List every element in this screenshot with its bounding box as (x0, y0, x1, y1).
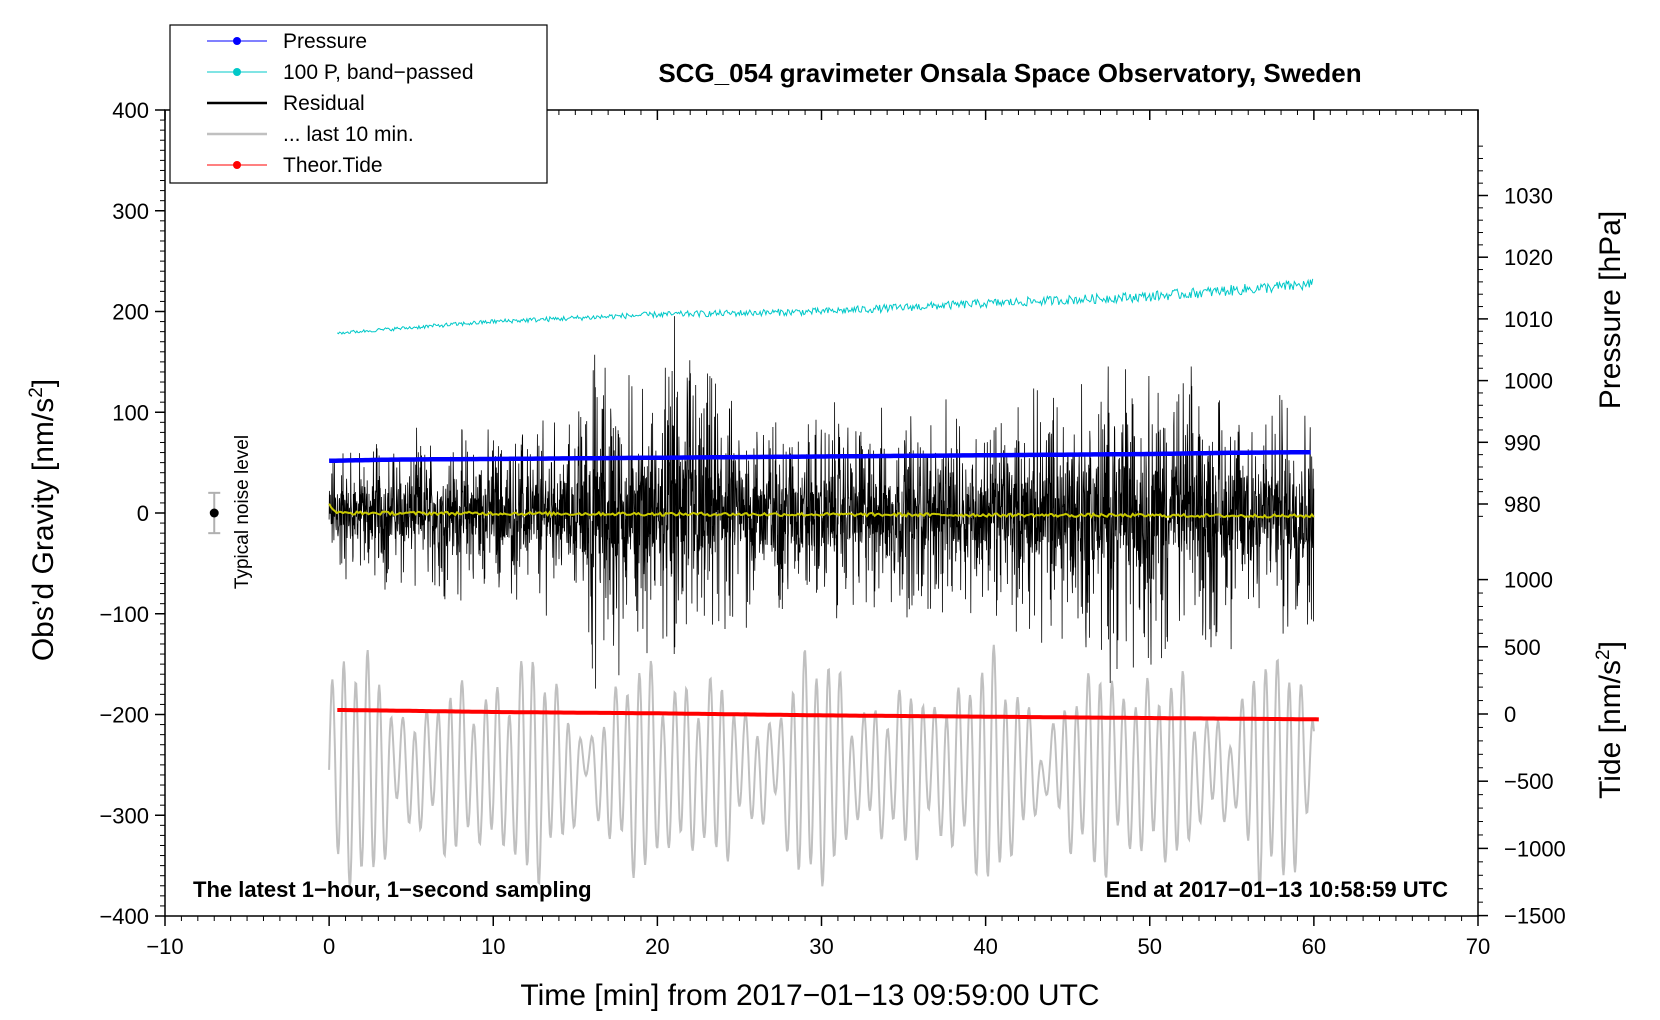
y-tick-label: 100 (112, 400, 149, 425)
x-tick-label: −10 (146, 934, 183, 959)
tide-tick-label: 0 (1504, 702, 1516, 727)
tide-axis-title-text: Tide [nm/s (1594, 660, 1627, 799)
tide-axis-title-close: ] (1594, 641, 1627, 649)
y-tick-label: 300 (112, 199, 149, 224)
x-tick-label: 0 (323, 934, 335, 959)
legend-label: Pressure (283, 30, 367, 53)
y-tick-label: −400 (99, 904, 149, 929)
tide-tick-label: 500 (1504, 635, 1541, 660)
series-pressure-bandpassed (337, 278, 1314, 335)
series-theoretical-tide (337, 708, 1319, 722)
y-axis-title-close: ] (27, 379, 60, 387)
pressure-tick-label: 1020 (1504, 245, 1553, 270)
tide-axis-title: Tide [nm/s2] (1593, 641, 1627, 799)
end-time-note: End at 2017−01−13 10:58:59 UTC (1106, 877, 1449, 902)
y-tick-label: −100 (99, 602, 149, 627)
legend-label: Theor.Tide (283, 154, 383, 177)
x-tick-label: 50 (1138, 934, 1162, 959)
tide-tick-label: −1500 (1504, 904, 1566, 929)
pressure-tick-label: 1000 (1504, 369, 1553, 394)
tide-tick-label: −500 (1504, 769, 1554, 794)
noise-label: Typical noise level (232, 435, 253, 589)
legend-label: 100 P, band−passed (283, 61, 474, 84)
pressure-tick-label: 1010 (1504, 307, 1553, 332)
y-axis-title: Obs’d Gravity [nm/s2] (26, 379, 60, 661)
y-axis-title-text: Obs’d Gravity [nm/s (27, 398, 60, 661)
y-tick-label: 0 (137, 501, 149, 526)
x-axis-title: Time [min] from 2017−01−13 09:59:00 UTC (520, 979, 1099, 1012)
sampling-note: The latest 1−hour, 1−second sampling (193, 877, 592, 902)
legend: Pressure 100 P, band−passed Residual ... la… (169, 24, 548, 184)
tide-tick-label: 1000 (1504, 568, 1553, 593)
legend-swatch-marker (233, 161, 241, 169)
legend-swatch-marker (233, 68, 241, 76)
legend-swatch-marker (233, 37, 241, 45)
x-tick-label: 10 (481, 934, 505, 959)
y-axis-title-sup: 2 (26, 387, 47, 398)
noise-indicator: Typical noise level (208, 435, 253, 589)
y-tick-label: 200 (112, 300, 149, 325)
series-layer (328, 278, 1319, 891)
y-tick-label: 400 (112, 98, 149, 123)
legend-label: ... last 10 min. (283, 123, 414, 146)
chart-title: SCG_054 gravimeter Onsala Space Observat… (658, 58, 1361, 88)
x-tick-label: 20 (645, 934, 669, 959)
series-last-10-min (328, 644, 1315, 891)
series-residual (328, 316, 1315, 689)
x-tick-label: 70 (1466, 934, 1490, 959)
series-pressure (329, 449, 1311, 464)
pressure-axis-title: Pressure [hPa] (1594, 211, 1627, 409)
tide-axis-title-sup: 2 (1593, 649, 1614, 660)
pressure-tick-label: 980 (1504, 492, 1541, 517)
x-tick-label: 40 (973, 934, 997, 959)
tide-tick-label: −1000 (1504, 836, 1566, 861)
pressure-tick-label: 990 (1504, 430, 1541, 455)
y-tick-label: −300 (99, 803, 149, 828)
x-tick-label: 60 (1302, 934, 1326, 959)
y-tick-label: −200 (99, 703, 149, 728)
x-tick-label: 30 (809, 934, 833, 959)
pressure-tick-label: 1030 (1504, 184, 1553, 209)
noise-dot (209, 508, 219, 518)
ticks-layer: −10 0 10 20 30 40 50 60 704003002001000−100−200−… (99, 98, 1565, 959)
legend-label: Residual (283, 92, 365, 115)
series-residual-smoothed (328, 503, 1315, 519)
